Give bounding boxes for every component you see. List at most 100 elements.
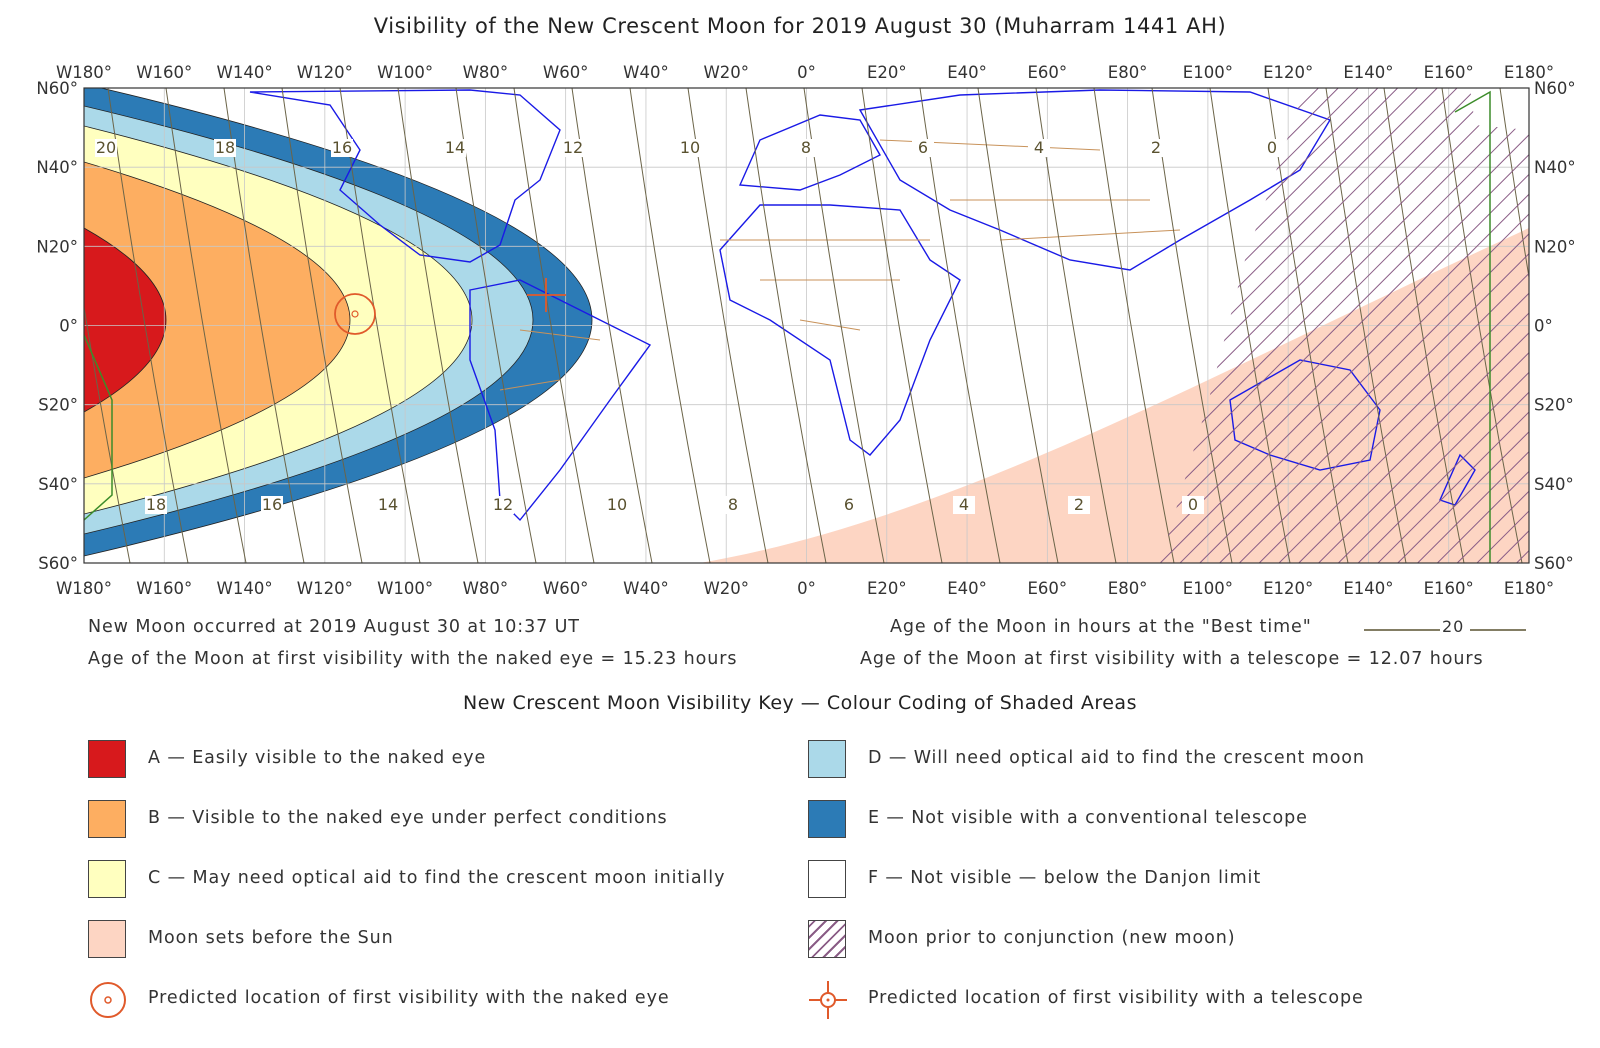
age-label-north: 6 — [912, 138, 934, 157]
lon-label-top: W60° — [543, 63, 589, 82]
telescope-marker-icon — [809, 981, 847, 1019]
age-label-south: 0 — [1182, 495, 1204, 514]
age-label-text: 2 — [1074, 495, 1084, 514]
coastline — [249, 89, 561, 263]
age-label-text: 10 — [607, 495, 627, 514]
age-contour — [165, 88, 247, 563]
lat-label-right: S60° — [1534, 554, 1574, 573]
zone-b-swatch — [88, 800, 126, 838]
age-label-text: 12 — [493, 495, 513, 514]
prior-conjunction-region — [1160, 88, 1529, 563]
lon-label-bottom: E120° — [1263, 579, 1313, 598]
age-contour — [745, 88, 827, 563]
lon-label-bottom: W120° — [297, 579, 353, 598]
best-time-legend-line — [1364, 629, 1526, 631]
age-label-bg — [838, 496, 860, 514]
lon-label-bottom: E100° — [1183, 579, 1233, 598]
moon-sets-swatch — [88, 920, 126, 958]
age-label-north: 14 — [444, 138, 466, 157]
age-contour — [1093, 88, 1175, 563]
age-label-bg — [1145, 139, 1167, 157]
age-label-text: 12 — [563, 138, 583, 157]
map-frame — [83, 87, 1530, 564]
date-line — [84, 334, 113, 521]
lon-label-top: E160° — [1424, 63, 1474, 82]
age-label-text: 2 — [1151, 138, 1161, 157]
lon-label-bottom: E60° — [1027, 579, 1067, 598]
zone-e-swatch — [808, 800, 846, 838]
key-label-f: F — Not visible — below the Danjon limit — [868, 868, 1262, 888]
lon-label-bottom: W40° — [623, 579, 669, 598]
age-label-south: 18 — [145, 495, 167, 514]
page-title: Visibility of the New Crescent Moon for … — [373, 14, 1227, 38]
zone-f-swatch — [808, 860, 846, 898]
lon-label-top: W140° — [217, 63, 273, 82]
lat-label-left: N40° — [36, 158, 78, 177]
age-label-bg — [1068, 496, 1090, 514]
lon-label-top: E120° — [1263, 63, 1313, 82]
age-label-north: 12 — [562, 138, 584, 157]
age-label-bg — [722, 496, 744, 514]
age-label-bg — [261, 496, 283, 514]
age-label-north: 10 — [679, 138, 701, 157]
zone-a-swatch — [88, 740, 126, 778]
age-label-south: 16 — [261, 495, 283, 514]
lon-label-top: W80° — [463, 63, 509, 82]
key-label-a: A — Easily visible to the naked eye — [148, 748, 487, 768]
age-label-text: 10 — [680, 138, 700, 157]
age-contour — [977, 88, 1059, 563]
age-label-text: 6 — [844, 495, 854, 514]
lon-label-bottom: E20° — [867, 579, 907, 598]
lon-label-top: E20° — [867, 63, 907, 82]
lon-label-bottom: E160° — [1424, 579, 1474, 598]
age-contour — [513, 88, 595, 563]
border-line — [499, 379, 561, 391]
age-label-text: 20 — [96, 138, 116, 157]
age-label-south: 8 — [722, 495, 744, 514]
age-label-south: 12 — [492, 495, 514, 514]
age-label-north: 0 — [1261, 138, 1283, 157]
key-label-telescope-marker: Predicted location of first visibility w… — [868, 988, 1364, 1008]
age-contour — [281, 88, 363, 563]
age-label-bg — [492, 496, 514, 514]
lat-label-right: S20° — [1534, 396, 1574, 415]
age-label-text: 14 — [445, 138, 465, 157]
zone-c-swatch — [88, 860, 126, 898]
age-label-text: 0 — [1188, 495, 1198, 514]
age-label-south: 2 — [1068, 495, 1090, 514]
age-label-text: 16 — [262, 495, 282, 514]
age-label-south: 10 — [606, 495, 628, 514]
age-label-text: 14 — [378, 495, 398, 514]
age-label-bg — [377, 496, 399, 514]
zone-d-swatch — [808, 740, 846, 778]
age-label-south: 14 — [377, 495, 399, 514]
lon-label-top: W180° — [56, 63, 112, 82]
lon-label-bottom: W100° — [377, 579, 433, 598]
age-label-north: 18 — [214, 138, 236, 157]
new-moon-time: New Moon occurred at 2019 August 30 at 1… — [88, 617, 580, 637]
age-label-text: 18 — [215, 138, 235, 157]
key-label-c: C — May need optical aid to find the cre… — [148, 868, 726, 888]
lat-label-left: 0° — [59, 317, 78, 336]
age-label-text: 4 — [1034, 138, 1044, 157]
age-label-bg — [331, 139, 353, 157]
lon-label-bottom: E180° — [1504, 579, 1554, 598]
lon-label-bottom: W80° — [463, 579, 509, 598]
age-label-bg — [1182, 496, 1204, 514]
lon-label-top: E40° — [947, 63, 987, 82]
age-label-text: 0 — [1267, 138, 1277, 157]
coastline — [469, 279, 652, 522]
best-time-legend-label: Age of the Moon in hours at the "Best ti… — [890, 617, 1312, 637]
key-label-d: D — Will need optical aid to find the cr… — [868, 748, 1365, 768]
lon-label-bottom: E140° — [1343, 579, 1393, 598]
naked-eye-location-marker — [334, 293, 376, 335]
marker-dot — [351, 310, 359, 318]
key-label-naked-eye-marker: Predicted location of first visibility w… — [148, 988, 670, 1008]
telescope-location-marker — [527, 278, 566, 312]
age-contour — [84, 304, 131, 563]
lon-label-bottom: E80° — [1108, 579, 1148, 598]
age-label-bg — [1028, 139, 1050, 157]
marker-ring — [334, 293, 376, 335]
lat-label-left: S40° — [38, 475, 78, 494]
age-label-text: 4 — [959, 495, 969, 514]
